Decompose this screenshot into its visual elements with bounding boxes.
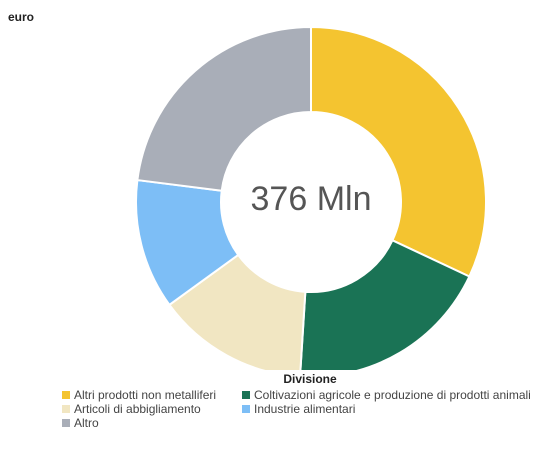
legend-item-5[interactable]: Altro: [62, 416, 99, 430]
legend-swatch: [242, 391, 250, 399]
legend-swatch: [62, 405, 70, 413]
legend-item-4[interactable]: Industrie alimentari: [242, 402, 355, 416]
legend-item-1[interactable]: Altri prodotti non metalliferi: [62, 388, 216, 402]
legend-label: Altri prodotti non metalliferi: [74, 388, 217, 402]
legend-swatch: [62, 419, 70, 427]
legend-label: Articoli di abbigliamento: [74, 402, 201, 416]
legend-item-2[interactable]: Coltivazioni agricole e produzione di pr…: [242, 388, 531, 402]
legend-label: Coltivazioni agricole e produzione di pr…: [254, 388, 531, 402]
donut-slice-5[interactable]: [136, 25, 312, 192]
donut-chart: 376 Mln: [135, 25, 487, 370]
donut-slices: [135, 25, 487, 370]
legend-title: Divisione: [283, 372, 337, 386]
center-total-label: 376 Mln: [251, 180, 372, 218]
legend-item-3[interactable]: Articoli di abbigliamento: [62, 402, 201, 416]
legend-label: Altro: [74, 416, 99, 430]
donut-slice-2[interactable]: [299, 238, 471, 370]
donut-slice-1[interactable]: [310, 25, 487, 278]
legend-swatch: [242, 405, 250, 413]
unit-label: euro: [8, 10, 35, 24]
legend-label: Industrie alimentari: [254, 402, 356, 416]
legend-swatch: [62, 391, 70, 399]
